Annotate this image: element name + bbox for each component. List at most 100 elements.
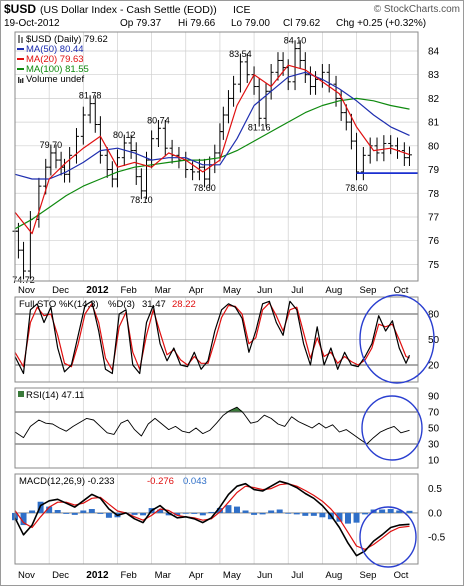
high-label: Hi 79.66 — [178, 18, 216, 29]
legend-volume-bar — [22, 78, 24, 83]
price-y-tick-79: 79 — [428, 165, 440, 176]
price-x-tick-jul: Jul — [291, 285, 303, 296]
legend-volume-bar — [20, 79, 22, 83]
price-bar — [138, 168, 144, 200]
macd-x-tick-sep: Sep — [360, 570, 377, 581]
price-bar — [374, 137, 380, 162]
price-x-tick-oct: Oct — [394, 285, 409, 296]
rsi-line — [14, 406, 410, 445]
peak-label: 80.74 — [147, 115, 170, 125]
macd-histogram-bar — [80, 510, 87, 513]
price-bar — [114, 149, 120, 188]
price-panel-frame — [14, 31, 419, 282]
macd-histogram-bar — [97, 512, 104, 514]
macd-highlight-circle — [359, 506, 417, 568]
macd-histogram-bar — [302, 512, 309, 516]
low-label: Lo 79.00 — [231, 18, 270, 29]
price-bar — [162, 119, 168, 157]
price-bar — [388, 135, 394, 155]
macd-x-tick-oct: Oct — [394, 570, 409, 581]
rsi-y-tick-50: 50 — [428, 424, 440, 435]
price-x-tick-dec: Dec — [52, 285, 69, 296]
macd-histogram-bar — [242, 510, 249, 513]
macd-histogram-bar — [310, 512, 317, 516]
price-bar — [92, 95, 98, 133]
macd-histogram-bar — [259, 512, 266, 515]
price-bar — [87, 95, 93, 124]
price-bar — [244, 53, 250, 83]
price-y-tick-77: 77 — [428, 212, 440, 223]
macd-histogram-bar — [225, 505, 232, 513]
price-legend-item: MA(100) 81.55 — [26, 64, 89, 75]
price-bar — [53, 144, 59, 169]
rsi-y-tick-30: 30 — [428, 440, 440, 451]
sto-panel-frame — [14, 296, 419, 383]
watermark: © StockCharts.com — [374, 4, 460, 15]
sto-y-tick-20: 20 — [428, 361, 440, 372]
price-x-tick-nov: Nov — [18, 285, 35, 296]
macd-histogram-bar — [285, 512, 292, 514]
price-bar — [360, 147, 366, 181]
macd-histogram-bar — [63, 512, 70, 514]
macd-histogram-bar — [140, 512, 147, 516]
rsi-icon — [18, 391, 24, 397]
price-bar — [348, 113, 354, 150]
price-bar — [21, 241, 27, 280]
price-bar — [225, 90, 231, 124]
macd-histogram-bar — [268, 510, 275, 513]
price-bar — [62, 158, 68, 183]
macd-histogram-bar — [336, 512, 343, 522]
macd-x-tick-dec: Dec — [52, 570, 69, 581]
price-legend-item: MA(50) 80.44 — [26, 44, 84, 55]
price-bar — [406, 146, 412, 166]
price-bar — [48, 144, 54, 176]
sto-legend-d: %D(3) — [108, 299, 135, 310]
price-bar — [133, 142, 139, 185]
macd-histogram-bar — [353, 512, 360, 523]
price-x-tick-2012: 2012 — [86, 285, 109, 296]
peak-label: 74.72 — [12, 275, 35, 285]
macd-line — [14, 480, 410, 557]
macd-histogram-bar — [319, 512, 326, 518]
price-bar — [97, 116, 103, 164]
macd-histogram-bar — [88, 509, 95, 513]
macd-histogram-bar — [29, 510, 36, 513]
sto-legend-title: Full STO %K(14,3) — [19, 299, 99, 310]
peak-label: 79.70 — [40, 140, 63, 150]
price-bar — [256, 78, 262, 127]
macd-x-tick-2012: 2012 — [86, 570, 109, 581]
ma20-line — [14, 64, 410, 235]
volume-bars-icon — [18, 77, 24, 83]
price-bar — [343, 104, 349, 131]
macd-x-tick-feb: Feb — [120, 570, 136, 581]
macd-histogram-bar — [182, 512, 189, 514]
macd-y-tick-0.0: 0.0 — [428, 508, 442, 519]
price-bar — [263, 82, 269, 127]
rsi-icon-swatch — [18, 391, 24, 397]
price-x-tick-may: May — [223, 285, 241, 296]
price-bar — [275, 52, 281, 81]
price-bar — [313, 71, 319, 95]
macd-histogram-bar — [199, 512, 206, 516]
macd-x-tick-jul: Jul — [291, 570, 303, 581]
sto-legend-k-value: 31.47 — [142, 299, 166, 310]
price-bars-icon — [18, 35, 23, 43]
macd-histogram-bar — [216, 508, 223, 513]
price-bar — [297, 40, 303, 69]
macd-histogram-bar — [293, 512, 300, 515]
close-label: Cl 79.62 — [283, 18, 321, 29]
legend-volume-bar — [18, 77, 20, 83]
macd-x-tick-aug: Aug — [325, 570, 342, 581]
sto-k-line — [14, 300, 411, 375]
exchange-label: ICE — [233, 4, 251, 16]
sto-legend-d-value: 28.22 — [172, 299, 196, 310]
rsi-highlight-circle — [361, 395, 423, 461]
price-y-tick-76: 76 — [428, 236, 440, 247]
price-bar — [128, 134, 134, 159]
price-y-tick-82: 82 — [428, 94, 440, 105]
macd-histogram-bar — [344, 512, 351, 524]
price-y-tick-75: 75 — [428, 260, 440, 271]
sto-highlight-circle — [359, 294, 435, 384]
ma50-line — [14, 71, 410, 180]
peak-label: 80.12 — [113, 130, 136, 140]
